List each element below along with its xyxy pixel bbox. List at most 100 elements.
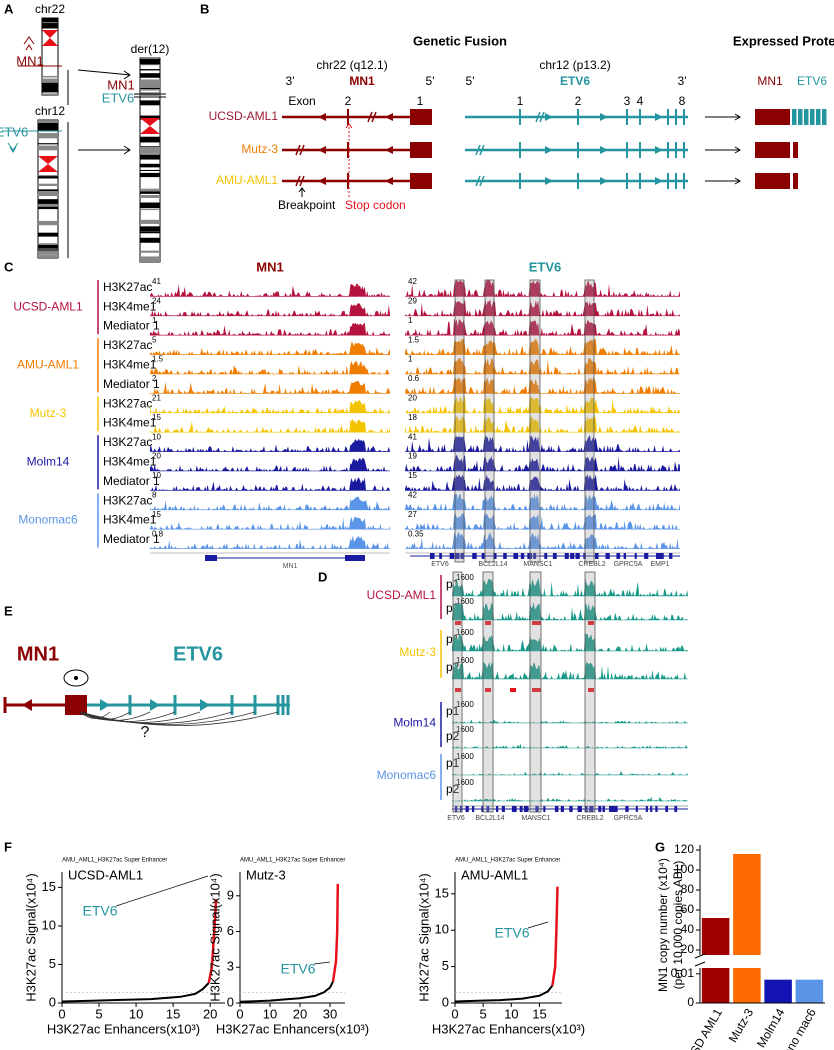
y-tick-label: 6 [227,923,234,938]
chromosome-band [38,257,58,258]
chromosome-band [38,249,58,251]
gene-exon [589,806,594,812]
gene-exon [460,553,465,559]
x-tick-label: 10 [263,1006,277,1021]
highlight-box [482,571,494,813]
y-tick-label: 20 [681,942,695,956]
panel-letter: A [4,1,14,16]
track-scale: 1600 [456,752,474,761]
panel-letter: G [655,839,665,854]
track-label: H3K4me1 [103,454,157,468]
gene-exon [486,806,490,812]
chromosome-band [42,18,58,23]
chromosome-band [38,189,58,192]
enhancer-icon [63,669,89,687]
track-scale: 5 [152,335,157,344]
strand-arrow [385,146,393,154]
cell-line-label: Mutz-3 [399,645,436,659]
signal-track [405,280,680,297]
break-mark [367,111,377,123]
signal-track [405,416,680,433]
annotation: ETV6 [82,903,117,919]
panel-letter: B [200,1,209,16]
y-tick-label: 9 [227,887,234,902]
signal-track [405,396,680,413]
highlight-box [452,571,463,813]
gene-exon [481,553,485,559]
strand-arrow [150,699,160,711]
y-tick-label: 0 [442,994,449,1009]
gene-exon [594,553,599,559]
protein-etv6 [804,109,809,125]
chromosome-band [38,232,58,237]
chromosome-label: der(12) [131,42,170,56]
enhancer-region [455,621,461,625]
track-label: H3K4me1 [103,416,157,430]
y-tick-label: 40 [681,922,695,936]
locus-label: chr22 (q12.1) [316,58,387,72]
chart-title: UCSD-AML1 [68,867,143,882]
enhancer-region [485,621,491,625]
gene-exon [544,553,548,559]
gene-name: ETV6 [431,561,449,568]
locus-label: chr12 (p13.2) [539,58,610,72]
protein-mn1 [755,142,790,158]
signal-track [452,743,688,748]
gene-exon [543,806,546,812]
highlight-box [484,279,495,563]
y-tick-label: 0 [49,994,56,1009]
chromosome-band [42,84,58,89]
signal-track [150,283,390,297]
y-tick-label: 0 [687,995,694,1009]
track-scale: 1600 [456,573,474,582]
data-line [331,883,340,982]
chromosome-band [38,175,58,178]
exon-number: 1 [417,94,424,108]
track-label: Mediator 1 [103,377,160,391]
break-mark [475,175,485,187]
track-scale: 15 [408,471,417,480]
chromosome-band [140,154,160,160]
gene-label: MN1 [16,53,43,68]
strand-arrow [545,146,553,154]
signal-track [150,496,390,510]
gene-name: GPRC5A [614,815,643,822]
track-scale: 41 [152,277,161,286]
arrow [705,146,741,154]
cell-line-label: AMU-AML1 [17,357,79,371]
highlight-box [454,279,465,563]
gene-exon [455,806,458,812]
protein-mn1 [755,109,790,125]
gene-exon [609,806,614,812]
signal-track [150,419,390,433]
track-label: H3K27ac [103,338,152,352]
y-tick-label: 60 [681,902,695,916]
gene-exon [481,806,484,812]
arrow [77,69,131,80]
x-tick-label: Molm14 [754,1006,788,1050]
cell-line-label: UCSD-AML1 [367,588,437,602]
track-scale: 24 [152,297,161,306]
x-tick-label: 15 [166,1006,180,1021]
chromosome-band [140,256,160,259]
track-scale: 1.5 [152,355,164,364]
chromosome-band [38,143,58,145]
gene-exon [616,553,621,559]
chromosome-band [38,246,58,249]
arrow [705,177,741,185]
track-scale: 1600 [456,725,474,734]
break-mark [295,144,305,156]
chromosome-band [140,195,160,198]
chromosome-band [38,176,58,179]
annotation-pointer [313,961,331,965]
enhancer-region [510,688,516,692]
strand-arrow [600,177,608,185]
panel-title: ETV6 [529,259,562,274]
track-scale: 10 [152,432,161,441]
track-scale: 20 [152,452,161,461]
bar [733,968,761,1003]
chromosome-band [42,93,58,95]
chromosome-band [140,59,160,65]
strand-arrow [655,146,663,154]
gene-exon [520,553,525,559]
